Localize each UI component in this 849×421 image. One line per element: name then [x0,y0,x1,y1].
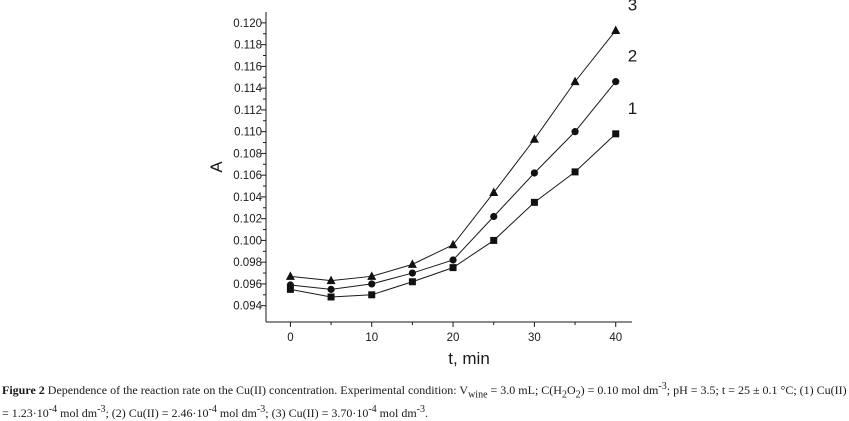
caption-superscript: -3 [97,404,106,416]
square-marker [286,285,294,293]
x-tick-label: 0 [287,332,293,344]
circle-marker [490,212,498,221]
square-marker [368,291,376,299]
square-marker [612,130,620,138]
caption-subscript: 2 [575,389,581,401]
caption-subscript: 2 [561,389,567,401]
y-tick-label: 0.098 [233,257,262,269]
caption-text: = 3.0 mL; C(H [487,383,562,397]
circle-marker [408,269,416,277]
figure-caption: Figure 2 Dependence of the reaction rate… [2,379,847,421]
caption-superscript: -3 [658,381,667,392]
y-tick-label: 0.112 [234,105,262,117]
axes [265,12,632,323]
square-marker [327,293,335,301]
triangle-marker [489,187,499,197]
y-tick-label: 0.108 [233,148,262,160]
line-chart: 0.094 0.096 0.098 0.100 0.102 0.104 0.106 0.108… [207,0,637,368]
y-tick-label: 0.116 [234,61,262,73]
triangle-marker [448,239,458,249]
x-tick-label: 40 [609,332,622,344]
caption-text: O [566,383,576,397]
caption-subscript: wine [468,389,488,401]
square-marker [571,168,579,176]
y-tick-label: 0.096 [233,279,262,291]
square-marker [449,264,457,272]
x-tick-label: 30 [528,332,541,344]
circle-marker [449,256,457,264]
y-tick-label: 0.118 [234,40,262,52]
series-label-3: 3 [628,0,637,14]
tick-labels: 0.094 0.096 0.098 0.100 0.102 0.104 0.106 0.108… [233,0,637,344]
y-tick-label: 0.094 [233,301,262,313]
caption-text: Dependence of the reaction rate on the C… [44,383,469,397]
x-tick-label: 10 [365,332,378,344]
square-marker [408,278,416,286]
circle-marker [530,169,539,177]
circle-marker [286,281,294,289]
series-label-1: 1 [628,99,637,118]
series-label-2: 2 [628,47,637,66]
caption-text: mol dm [57,406,98,421]
caption-superscript: -4 [368,404,377,416]
x-axis-label: t, min [448,349,490,368]
caption-text: . [425,406,429,421]
y-tick-label: 0.102 [233,214,262,226]
caption-text: ; (2) Cu(II) = 2.46·10 [105,406,209,421]
caption-superscript: -3 [416,404,426,416]
y-tick-label: 0.114 [234,83,263,95]
y-tick-label: 0.100 [233,235,262,247]
square-marker [490,236,498,244]
circle-marker [571,128,579,136]
triangle-marker [529,134,539,143]
triangle-marker [367,271,377,280]
triangle-marker [570,76,580,86]
triangle-marker [285,271,295,280]
caption-superscript: -4 [208,404,217,416]
triangle-marker [326,275,336,285]
circle-marker [368,280,376,288]
square-marker [530,198,538,206]
triangle-marker [407,259,417,268]
caption-text: mol dm [216,406,257,421]
y-tick-label: 0.104 [233,192,262,204]
caption-text: ; (3) Cu(II) = 3.70·10 [265,406,369,421]
figure-number: Figure 2 [2,383,45,397]
y-axis-label: A [207,161,226,173]
circle-marker [327,285,335,293]
tick-marks [261,22,617,327]
caption-superscript: -3 [256,404,266,416]
caption-text: ) = 0.10 mol dm [580,383,659,397]
y-tick-label: 0.106 [233,170,262,182]
circle-marker [612,78,620,86]
triangle-marker [611,25,621,34]
y-tick-label: 0.120 [233,18,262,30]
x-tick-label: 20 [447,332,460,344]
caption-text: mol dm [376,406,417,421]
series-markers [285,25,621,301]
y-tick-label: 0.110 [234,127,262,139]
caption-superscript: -4 [48,404,58,416]
series-line-1 [290,133,617,298]
